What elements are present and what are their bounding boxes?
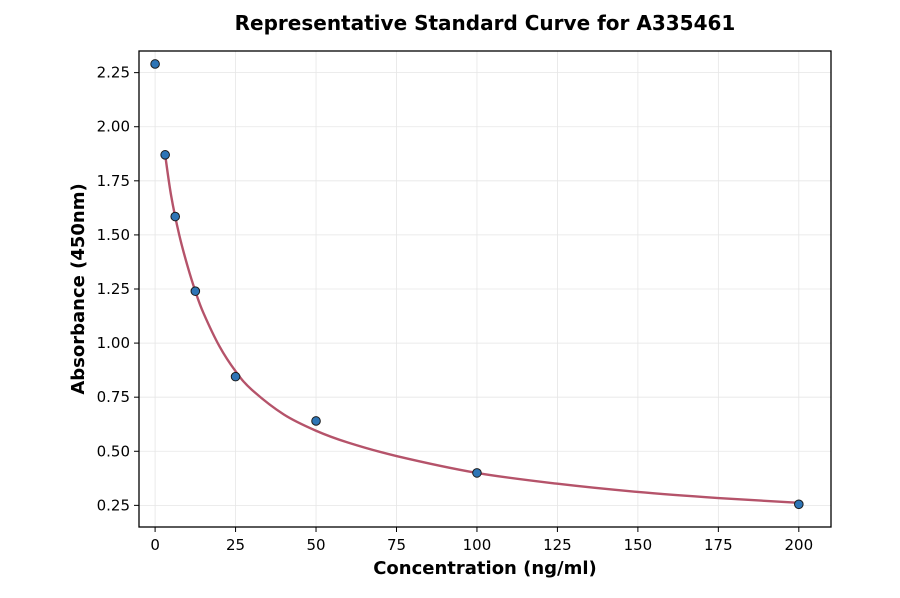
data-points-layer	[150, 59, 804, 510]
y-axis-ticks: 0.25 0.50 0.75 1.00 1.25 1.50 1.75 2.00 2.25	[97, 64, 139, 514]
data-point	[170, 211, 181, 222]
x-tick-label: 0	[150, 536, 160, 554]
y-tick-label: 0.75	[97, 388, 130, 406]
y-tick-label: 1.75	[97, 172, 130, 190]
x-tick-label: 175	[704, 536, 733, 554]
y-tick-label: 2.00	[97, 118, 130, 136]
x-tick-label: 200	[784, 536, 813, 554]
grid-lines	[139, 51, 831, 527]
y-tick-label: 2.25	[97, 64, 130, 82]
data-point	[160, 150, 170, 160]
y-tick-label: 1.25	[97, 280, 130, 298]
data-point	[311, 416, 321, 426]
x-tick-label: 100	[463, 536, 492, 554]
fit-curve-layer	[163, 154, 799, 504]
x-tick-label: 25	[226, 536, 245, 554]
data-point	[230, 371, 241, 382]
data-point	[190, 286, 201, 296]
y-axis-label: Absorbance (450nm)	[68, 183, 89, 394]
data-point	[472, 468, 482, 478]
y-tick-label: 0.25	[97, 496, 130, 514]
y-tick-label: 1.00	[97, 334, 130, 352]
x-tick-label: 150	[624, 536, 653, 554]
y-tick-label: 0.50	[97, 442, 130, 460]
y-tick-label: 1.50	[97, 226, 130, 244]
x-tick-label: 50	[306, 536, 325, 554]
x-tick-label: 125	[543, 536, 572, 554]
fit-curve-line	[163, 154, 799, 504]
data-point	[150, 59, 160, 69]
x-tick-label: 75	[387, 536, 406, 554]
x-axis-ticks: 0 25 50 75 100 125 150 175 200	[150, 527, 813, 554]
chart-title: Representative Standard Curve for A33546…	[235, 11, 736, 35]
x-axis-label: Concentration (ng/ml)	[373, 558, 597, 579]
data-point	[794, 499, 804, 510]
